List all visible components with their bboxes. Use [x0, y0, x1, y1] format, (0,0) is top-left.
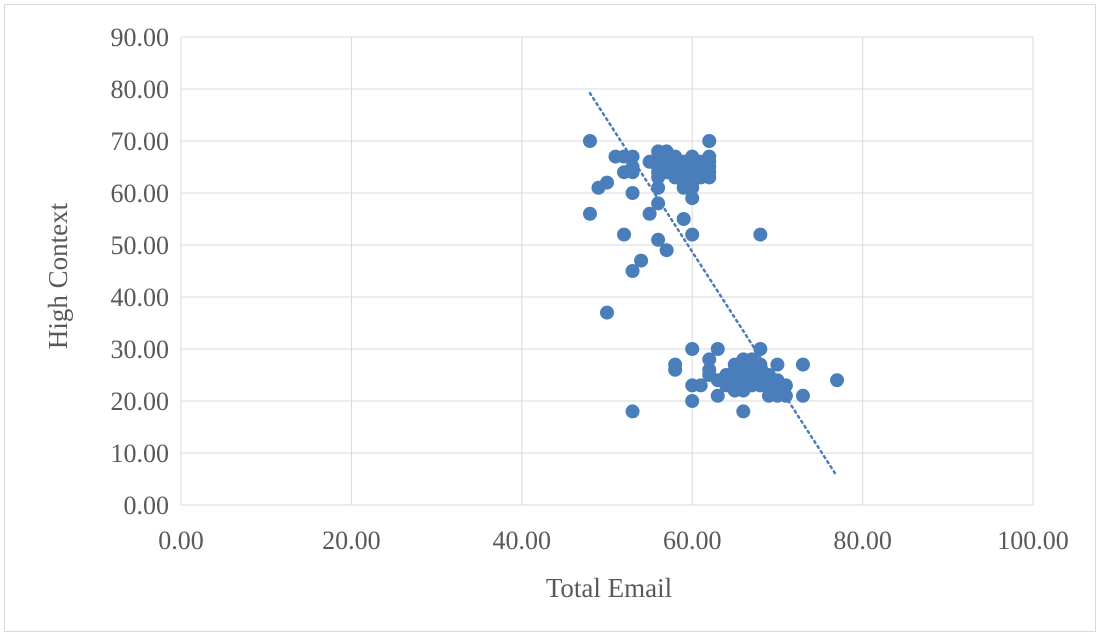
trendline-line [588, 91, 839, 478]
x-tick-label: 0.00 [158, 526, 204, 555]
y-tick-label: 10.00 [111, 439, 170, 468]
scatter-point [770, 357, 785, 372]
scatter-point [702, 352, 717, 367]
x-tick-label: 100.00 [997, 526, 1069, 555]
y-tick-label: 90.00 [111, 23, 170, 52]
scatter-point [753, 342, 768, 356]
scatter-point [625, 149, 640, 164]
scatter-point [710, 342, 725, 356]
y-axis-title: High Context [43, 202, 73, 349]
chart-frame: 0.00 10.00 20.00 30.00 40.00 50.00 60.00 70.00 8… [4, 4, 1096, 632]
scatter-point [625, 160, 640, 174]
scatter-point [642, 206, 657, 221]
scatter-point [685, 191, 700, 206]
scatter-point [600, 175, 614, 190]
x-tick-label: 60.00 [663, 526, 722, 555]
data-points [582, 134, 845, 419]
x-tick-label: 40.00 [493, 526, 552, 555]
scatter-point [830, 373, 845, 388]
scatter-point [753, 357, 768, 372]
grid-lines [180, 36, 1034, 506]
scatter-point [778, 388, 793, 403]
scatter-point [795, 357, 810, 372]
scatter-point [702, 170, 717, 185]
scatter-point [685, 394, 700, 408]
y-tick-label: 50.00 [111, 231, 170, 260]
scatter-point [693, 378, 708, 393]
scatter-point [778, 378, 793, 393]
scatter-point [634, 253, 649, 268]
scatter-point [659, 243, 674, 258]
y-tick-label: 80.00 [111, 75, 170, 104]
scatter-point [676, 212, 691, 226]
scatter-point [625, 186, 640, 200]
y-tick-label: 0.00 [124, 491, 170, 520]
scatter-point [625, 264, 640, 278]
scatter-point [600, 305, 614, 320]
scatter-point [668, 362, 683, 377]
scatter-point [685, 227, 700, 242]
scatter-point [651, 232, 666, 247]
scatter-point [617, 227, 632, 242]
x-tick-label: 80.00 [833, 526, 892, 555]
scatter-point [736, 404, 751, 419]
y-tick-label: 40.00 [111, 283, 170, 312]
scatter-point [753, 227, 768, 242]
scatter-point [702, 134, 717, 148]
scatter-point [685, 342, 700, 356]
y-tick-label: 70.00 [111, 127, 170, 156]
scatter-point [795, 388, 810, 403]
scatter-point [710, 388, 725, 403]
scatter-chart: 0.00 10.00 20.00 30.00 40.00 50.00 60.00 70.00 8… [43, 23, 1069, 603]
scatter-point [651, 180, 666, 195]
tick-labels: 0.00 10.00 20.00 30.00 40.00 50.00 60.00 70.00 8… [111, 23, 1069, 555]
scatter-point [582, 134, 597, 148]
scatter-point [651, 196, 666, 211]
scatter-point [685, 180, 700, 195]
x-axis-title: Total Email [546, 573, 672, 603]
y-tick-label: 30.00 [111, 335, 170, 364]
scatter-point [625, 404, 640, 419]
x-tick-label: 20.00 [322, 526, 381, 555]
y-tick-label: 60.00 [111, 179, 170, 208]
y-tick-label: 20.00 [111, 387, 170, 416]
trendline [588, 91, 839, 478]
scatter-point [582, 206, 597, 221]
